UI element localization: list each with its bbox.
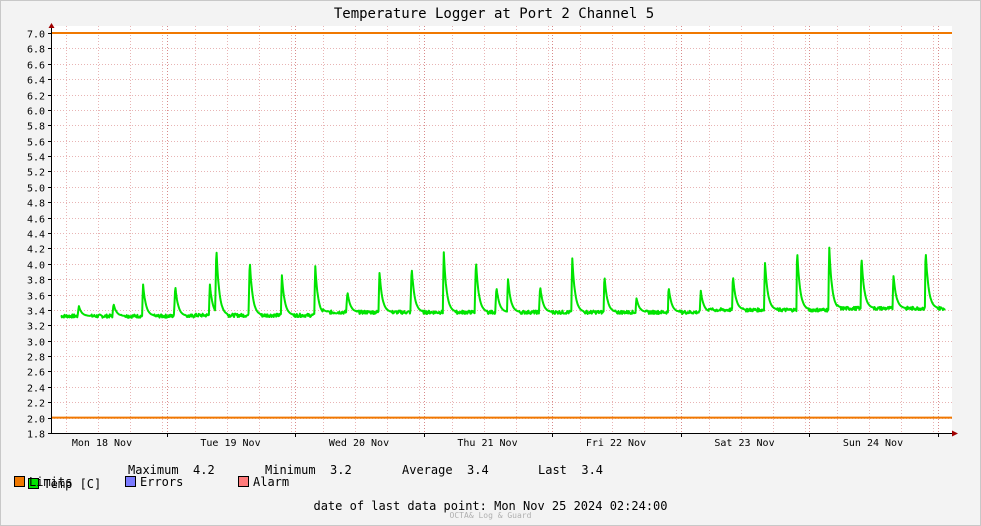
x-tick-label: Tue 19 Nov <box>200 438 260 449</box>
legend-row-1: Temp [C] <box>14 463 101 491</box>
y-tick-label: 4.2 <box>27 245 45 256</box>
legend-average: Average 3.4 <box>402 463 489 477</box>
x-tick-label: Sat 23 Nov <box>714 438 774 449</box>
y-tick-label: 2.2 <box>27 399 45 410</box>
legend-minimum: Minimum 3.2 <box>265 463 352 477</box>
x-tick-label: Mon 18 Nov <box>72 438 132 449</box>
y-tick-label: 6.0 <box>27 107 45 118</box>
errors-label: Errors <box>140 475 184 489</box>
y-tick-label: 3.2 <box>27 322 45 333</box>
y-tick-label: 6.4 <box>27 76 45 87</box>
x-axis-ticks: Mon 18 Nov Tue 19 Nov Wed 20 Nov Thu 21 Nov… <box>72 433 939 449</box>
x-axis-arrow <box>952 430 958 437</box>
alarm-swatch-icon <box>238 476 249 487</box>
maximum-label: Maximum <box>128 463 179 477</box>
last-data-point-label: date of last data point: <box>313 499 487 513</box>
y-tick-label: 3.0 <box>27 338 45 349</box>
y-tick-label: 2.8 <box>27 353 45 364</box>
y-tick-label: 4.4 <box>27 230 45 241</box>
y-tick-label: 4.6 <box>27 215 45 226</box>
errors-swatch-icon <box>125 476 136 487</box>
limits-label: Limits <box>29 475 73 489</box>
y-tick-label: 2.0 <box>27 415 45 426</box>
y-tick-label: 6.2 <box>27 92 45 103</box>
maximum-value: 4.2 <box>193 463 215 477</box>
minimum-label: Minimum <box>265 463 316 477</box>
limits-swatch-icon <box>14 476 25 487</box>
temp-swatch-icon <box>28 478 40 489</box>
x-tick-label: Wed 20 Nov <box>329 438 389 449</box>
y-tick-label: 5.6 <box>27 138 45 149</box>
last-label: Last <box>538 463 567 477</box>
y-tick-label: 5.4 <box>27 153 45 164</box>
legend-maximum: Maximum 4.2 <box>128 463 215 477</box>
chart-title: Temperature Logger at Port 2 Channel 5 <box>334 6 654 22</box>
y-tick-label: 3.4 <box>27 307 45 318</box>
y-tick-label: 7.0 <box>27 30 45 41</box>
y-tick-label: 4.8 <box>27 199 45 210</box>
x-tick-label: Thu 21 Nov <box>457 438 517 449</box>
x-tick-label: Fri 22 Nov <box>586 438 646 449</box>
x-tick-label: Sun 24 Nov <box>843 438 903 449</box>
y-tick-label: 4.0 <box>27 261 45 272</box>
credit-text: OCTA& Log & Guard <box>449 511 532 520</box>
alarm-label: Alarm <box>253 475 290 489</box>
legend-limits: Limits <box>14 475 72 489</box>
y-tick-label: 3.8 <box>27 276 45 287</box>
limit-lines <box>51 32 952 419</box>
y-tick-label: 3.6 <box>27 292 45 303</box>
y-tick-label: 1.8 <box>27 430 45 441</box>
legend-errors: Errors <box>125 475 183 489</box>
last-value: 3.4 <box>581 463 604 477</box>
last-data-point: date of last data point: Mon Nov 25 2024… <box>0 499 981 513</box>
y-axis-arrow <box>48 23 55 28</box>
plot-background <box>51 26 952 434</box>
legend-alarm: Alarm <box>238 475 289 489</box>
y-tick-label: 5.2 <box>27 168 45 179</box>
legend-last: Last 3.4 <box>538 463 603 477</box>
y-tick-label: 6.8 <box>27 45 45 56</box>
average-value: 3.4 <box>467 463 489 477</box>
y-tick-label: 6.6 <box>27 61 45 72</box>
legend-temp: Temp [C] <box>28 477 101 491</box>
y-tick-label: 2.6 <box>27 368 45 379</box>
y-tick-label: 5.8 <box>27 122 45 133</box>
legend-temp-label: Temp [C] <box>43 477 102 491</box>
y-tick-label: 2.4 <box>27 384 45 395</box>
average-label: Average <box>402 463 453 477</box>
minimum-value: 3.2 <box>330 463 352 477</box>
y-tick-label: 5.0 <box>27 184 45 195</box>
series-line-temp <box>60 246 946 319</box>
last-data-point-value: Mon Nov 25 2024 02:24:00 <box>494 499 668 513</box>
y-axis-ticks: 7.0 6.8 6.6 6.4 6.2 6.0 5.8 5.6 5.4 5.2 5.0 4.8 4.6 4… <box>27 30 51 441</box>
